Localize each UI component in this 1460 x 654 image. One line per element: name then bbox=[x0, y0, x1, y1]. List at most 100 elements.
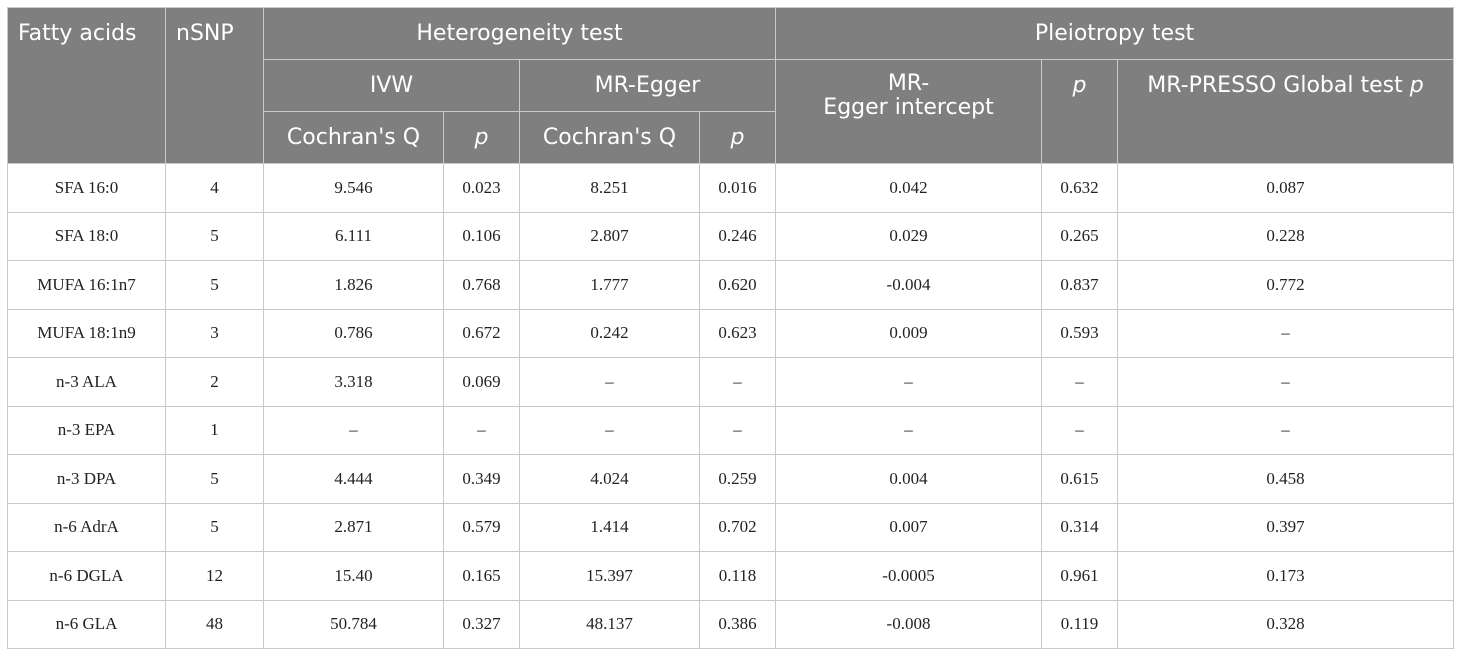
cell-egger-intercept: -0.008 bbox=[775, 599, 1042, 649]
cell-egger-q: 8.251 bbox=[519, 163, 700, 213]
cell-fatty-acid: MUFA 18:1n9 bbox=[7, 308, 166, 358]
table-row: SFA 18:0 5 6.111 0.106 2.807 0.246 0.029… bbox=[7, 211, 1454, 261]
cell-nsnp: 3 bbox=[165, 308, 264, 358]
cell-egger-p: 0.386 bbox=[699, 599, 776, 649]
cell-ivw-p: 0.672 bbox=[443, 308, 520, 358]
table-row: MUFA 18:1n9 3 0.786 0.672 0.242 0.623 0.… bbox=[7, 308, 1454, 358]
cell-mr-presso-p: 0.397 bbox=[1117, 502, 1454, 552]
header-ivw: IVW bbox=[263, 59, 520, 112]
header-nsnp: nSNP bbox=[165, 7, 264, 164]
cell-egger-intercept: – bbox=[775, 357, 1042, 407]
cell-egger-intercept: 0.042 bbox=[775, 163, 1042, 213]
cell-mr-presso-p: 0.173 bbox=[1117, 551, 1454, 601]
header-pleiotropy-p: p bbox=[1041, 59, 1118, 164]
cell-mr-presso-p: 0.328 bbox=[1117, 599, 1454, 649]
cell-egger-p: 0.259 bbox=[699, 454, 776, 504]
table-row: n-3 EPA 1 – – – – – – – bbox=[7, 405, 1454, 455]
cell-mr-presso-p: – bbox=[1117, 357, 1454, 407]
header-ivw-cochrans-q: Cochran's Q bbox=[263, 111, 444, 164]
cell-egger-intercept: 0.009 bbox=[775, 308, 1042, 358]
cell-ivw-p: 0.106 bbox=[443, 211, 520, 261]
cell-egger-q: 48.137 bbox=[519, 599, 700, 649]
cell-nsnp: 1 bbox=[165, 405, 264, 455]
cell-nsnp: 2 bbox=[165, 357, 264, 407]
cell-fatty-acid: MUFA 16:1n7 bbox=[7, 260, 166, 310]
cell-ivw-p: 0.349 bbox=[443, 454, 520, 504]
cell-egger-p: – bbox=[699, 405, 776, 455]
cell-nsnp: 4 bbox=[165, 163, 264, 213]
cell-fatty-acid: n-6 DGLA bbox=[7, 551, 166, 601]
cell-ivw-q: – bbox=[263, 405, 444, 455]
cell-egger-p: – bbox=[699, 357, 776, 407]
cell-ivw-q: 3.318 bbox=[263, 357, 444, 407]
cell-egger-p: 0.118 bbox=[699, 551, 776, 601]
cell-egger-p: 0.702 bbox=[699, 502, 776, 552]
table-row: n-3 DPA 5 4.444 0.349 4.024 0.259 0.004 … bbox=[7, 454, 1454, 504]
cell-ivw-q: 15.40 bbox=[263, 551, 444, 601]
cell-fatty-acid: n-3 ALA bbox=[7, 357, 166, 407]
cell-pleiotropy-p: 0.837 bbox=[1041, 260, 1118, 310]
cell-ivw-p: 0.579 bbox=[443, 502, 520, 552]
table-row: n-6 GLA 48 50.784 0.327 48.137 0.386 -0.… bbox=[7, 599, 1454, 649]
header-mr-presso-label: MR-PRESSO Global test bbox=[1147, 73, 1410, 98]
table-body: SFA 16:0 4 9.546 0.023 8.251 0.016 0.042… bbox=[7, 163, 1454, 649]
cell-egger-intercept: – bbox=[775, 405, 1042, 455]
table-row: MUFA 16:1n7 5 1.826 0.768 1.777 0.620 -0… bbox=[7, 260, 1454, 310]
cell-pleiotropy-p: – bbox=[1041, 357, 1118, 407]
cell-fatty-acid: SFA 18:0 bbox=[7, 211, 166, 261]
cell-egger-intercept: 0.007 bbox=[775, 502, 1042, 552]
cell-egger-intercept: 0.029 bbox=[775, 211, 1042, 261]
cell-egger-q: 1.414 bbox=[519, 502, 700, 552]
cell-ivw-p: 0.023 bbox=[443, 163, 520, 213]
cell-pleiotropy-p: 0.961 bbox=[1041, 551, 1118, 601]
cell-pleiotropy-p: 0.593 bbox=[1041, 308, 1118, 358]
cell-fatty-acid: n-6 AdrA bbox=[7, 502, 166, 552]
cell-ivw-q: 2.871 bbox=[263, 502, 444, 552]
cell-egger-q: 15.397 bbox=[519, 551, 700, 601]
cell-ivw-p: 0.768 bbox=[443, 260, 520, 310]
cell-ivw-q: 0.786 bbox=[263, 308, 444, 358]
cell-nsnp: 48 bbox=[165, 599, 264, 649]
cell-ivw-q: 6.111 bbox=[263, 211, 444, 261]
cell-egger-p: 0.016 bbox=[699, 163, 776, 213]
cell-fatty-acid: n-6 GLA bbox=[7, 599, 166, 649]
cell-mr-presso-p: 0.228 bbox=[1117, 211, 1454, 261]
cell-ivw-q: 1.826 bbox=[263, 260, 444, 310]
cell-nsnp: 5 bbox=[165, 211, 264, 261]
header-egger-cochrans-q: Cochran's Q bbox=[519, 111, 700, 164]
cell-egger-p: 0.623 bbox=[699, 308, 776, 358]
cell-egger-p: 0.620 bbox=[699, 260, 776, 310]
header-mr-egger: MR-Egger bbox=[519, 59, 776, 112]
header-mr-egger-intercept: MR- Egger intercept bbox=[775, 59, 1042, 164]
table-row: n-6 DGLA 12 15.40 0.165 15.397 0.118 -0.… bbox=[7, 551, 1454, 601]
cell-ivw-p: – bbox=[443, 405, 520, 455]
cell-mr-presso-p: 0.772 bbox=[1117, 260, 1454, 310]
cell-pleiotropy-p: 0.615 bbox=[1041, 454, 1118, 504]
cell-fatty-acid: n-3 EPA bbox=[7, 405, 166, 455]
cell-egger-intercept: -0.0005 bbox=[775, 551, 1042, 601]
header-pleiotropy-test: Pleiotropy test bbox=[775, 7, 1454, 60]
cell-pleiotropy-p: 0.314 bbox=[1041, 502, 1118, 552]
cell-ivw-p: 0.069 bbox=[443, 357, 520, 407]
cell-nsnp: 5 bbox=[165, 502, 264, 552]
cell-egger-q: – bbox=[519, 357, 700, 407]
header-mr-presso-p: p bbox=[1409, 73, 1424, 98]
cell-egger-q: 0.242 bbox=[519, 308, 700, 358]
cell-pleiotropy-p: – bbox=[1041, 405, 1118, 455]
header-fatty-acids: Fatty acids bbox=[7, 7, 166, 164]
header-mr-presso: MR-PRESSO Global test p bbox=[1117, 59, 1454, 164]
cell-nsnp: 5 bbox=[165, 260, 264, 310]
table-row: n-6 AdrA 5 2.871 0.579 1.414 0.702 0.007… bbox=[7, 502, 1454, 552]
table-row: SFA 16:0 4 9.546 0.023 8.251 0.016 0.042… bbox=[7, 163, 1454, 213]
cell-mr-presso-p: – bbox=[1117, 308, 1454, 358]
header-heterogeneity-test: Heterogeneity test bbox=[263, 7, 776, 60]
cell-egger-q: – bbox=[519, 405, 700, 455]
cell-fatty-acid: n-3 DPA bbox=[7, 454, 166, 504]
cell-nsnp: 5 bbox=[165, 454, 264, 504]
cell-ivw-p: 0.327 bbox=[443, 599, 520, 649]
table-header: Fatty acids nSNP Heterogeneity test Plei… bbox=[7, 7, 1454, 164]
cell-egger-p: 0.246 bbox=[699, 211, 776, 261]
cell-egger-q: 1.777 bbox=[519, 260, 700, 310]
cell-egger-intercept: -0.004 bbox=[775, 260, 1042, 310]
results-table: Fatty acids nSNP Heterogeneity test Plei… bbox=[7, 7, 1454, 649]
